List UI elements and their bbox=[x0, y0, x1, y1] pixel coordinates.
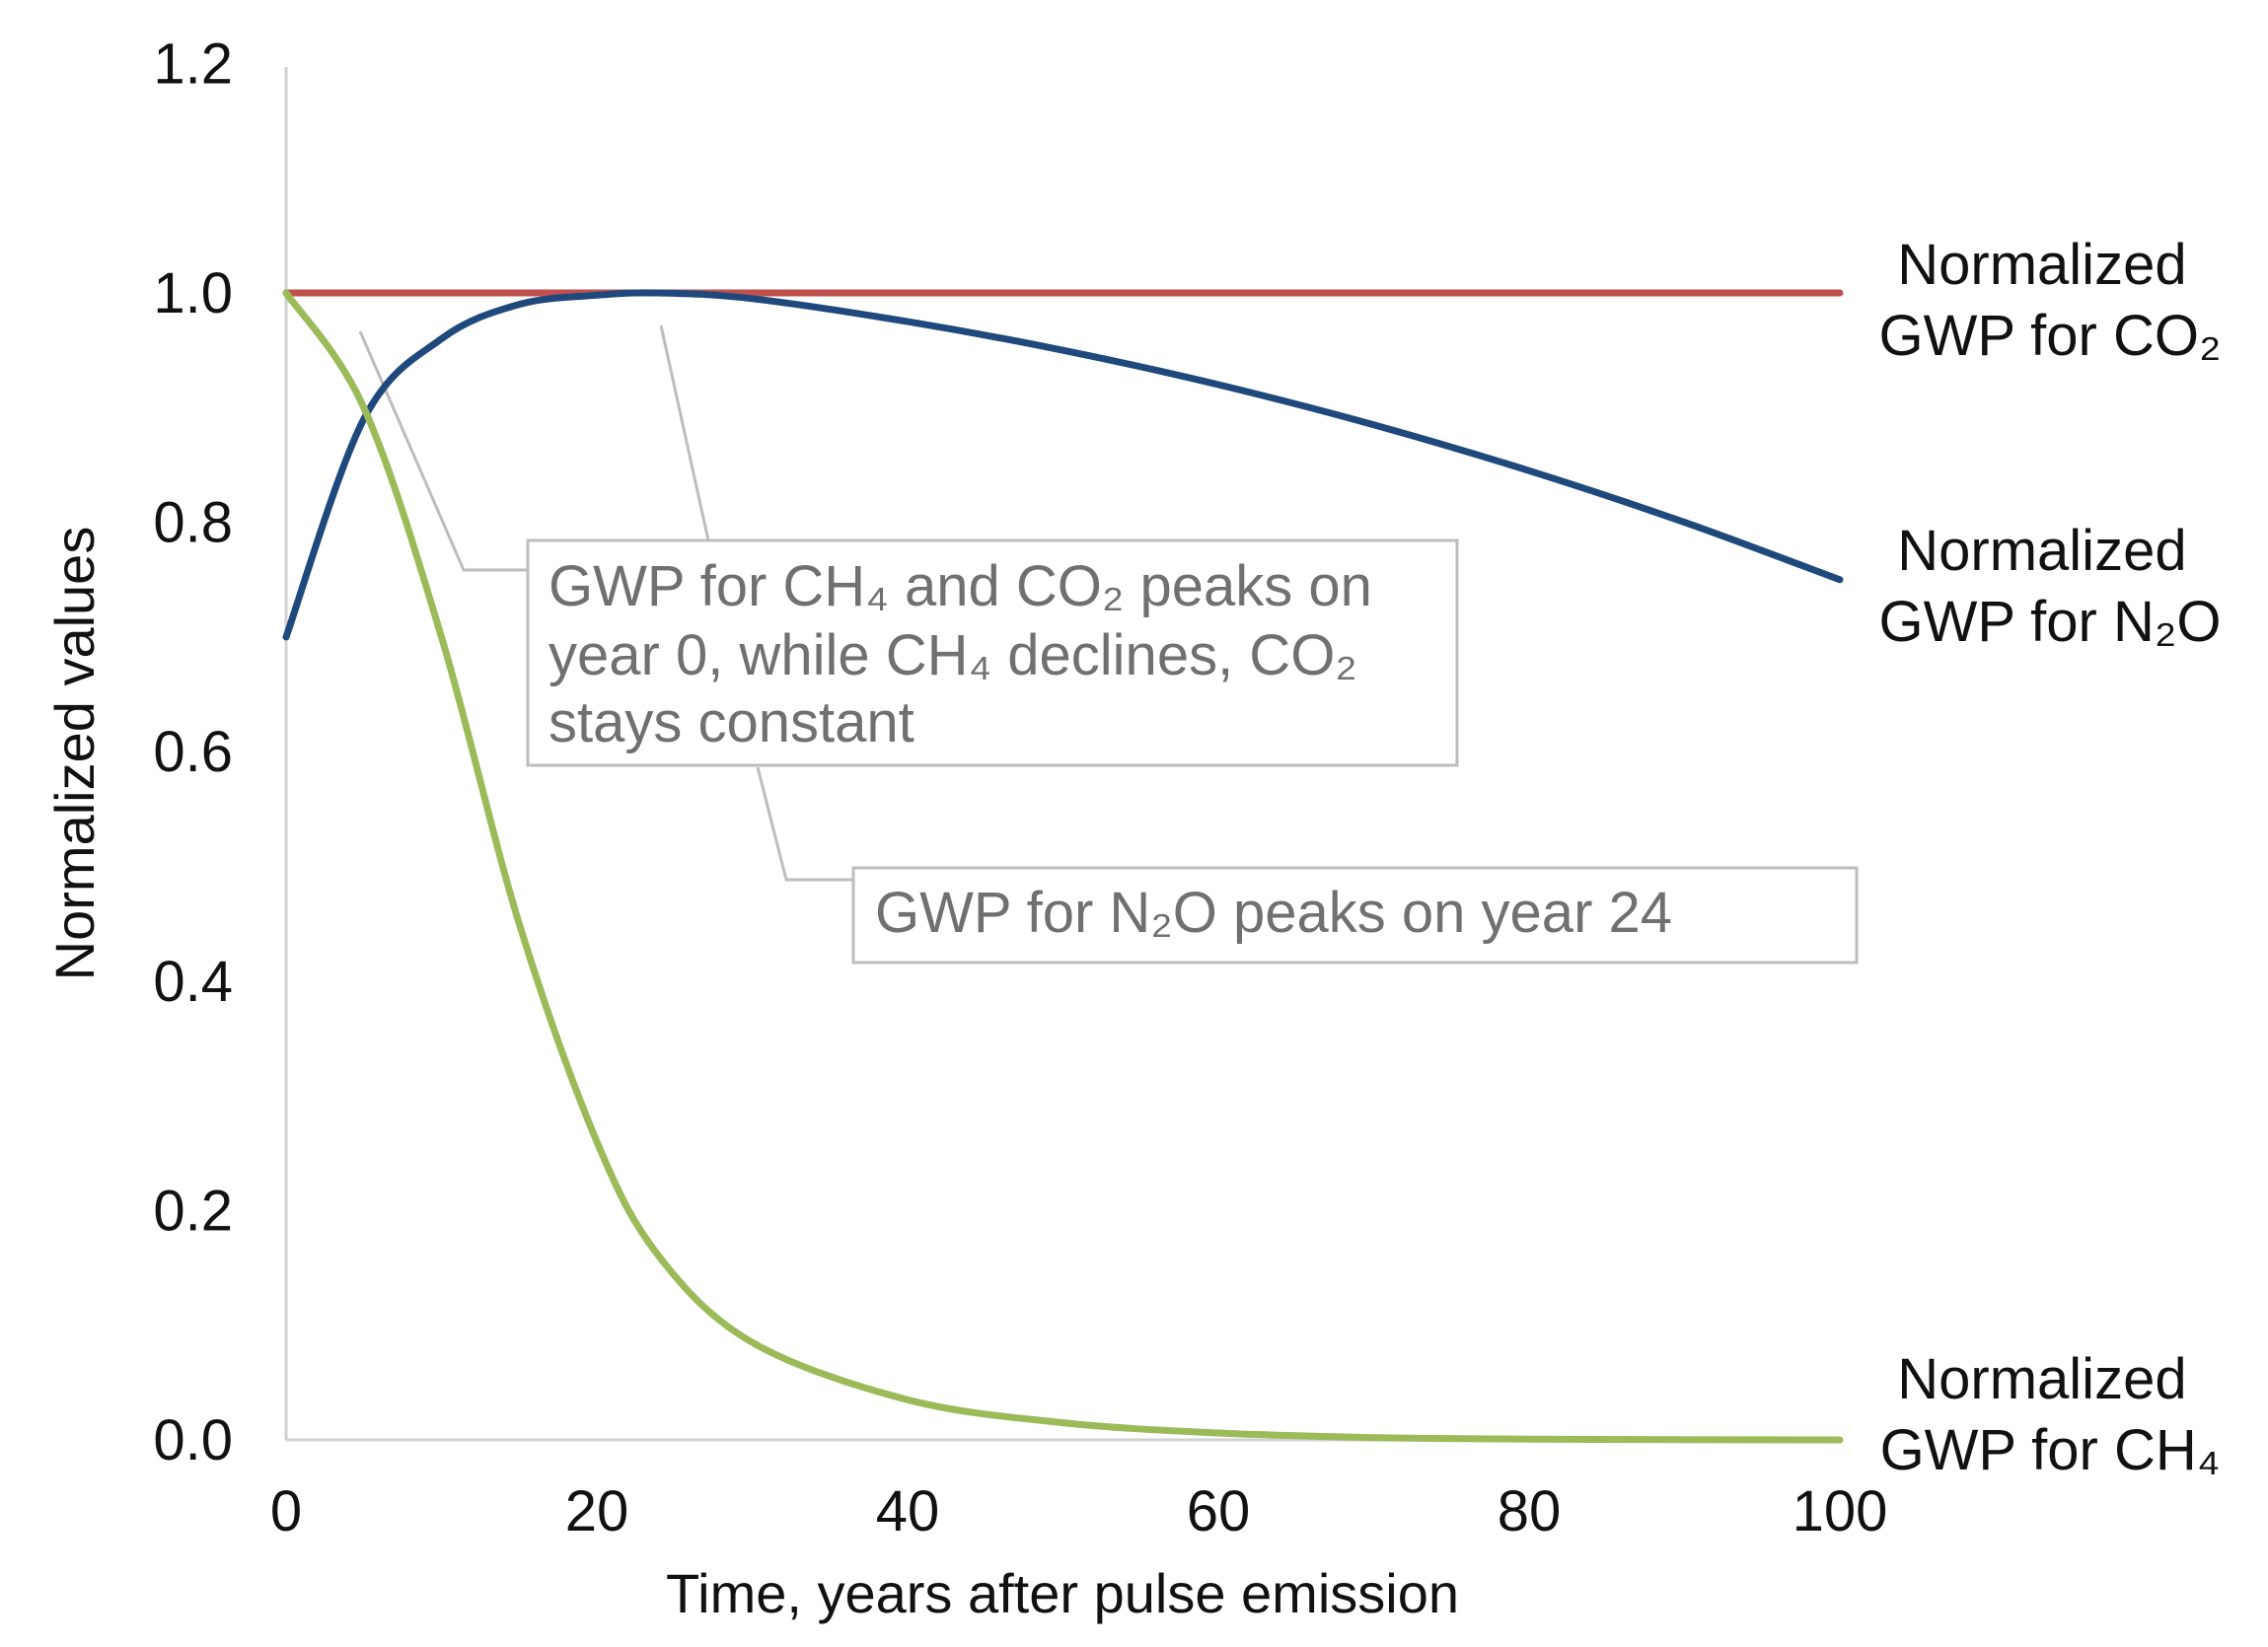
callout-1-text: GWP for CH₄ and CO₂ peaks on year 0, whi… bbox=[549, 554, 1388, 754]
y-tick-label: 0.6 bbox=[153, 720, 233, 784]
n2o-series-label: Normalized GWP for N₂O bbox=[1879, 519, 2222, 654]
ch4-label-line-1: Normalized bbox=[1897, 1347, 2186, 1411]
callout-2-leader bbox=[756, 766, 853, 882]
x-tick-label: 40 bbox=[876, 1479, 940, 1543]
y-tick-labels: 0.0 0.2 0.4 0.6 0.8 1.0 1.2 bbox=[153, 32, 233, 1472]
callouts: GWP for CH₄ and CO₂ peaks on year 0, whi… bbox=[358, 324, 1859, 965]
callout-1-leader-b bbox=[659, 324, 710, 541]
n2o-series-line bbox=[282, 289, 1844, 641]
x-tick-labels: 0 20 40 60 80 100 bbox=[270, 1479, 1888, 1543]
callout-1-line-2: year 0, while CH₄ declines, CO₂ bbox=[549, 623, 1357, 687]
y-tick-label: 1.2 bbox=[153, 32, 233, 96]
ch4-series-label: Normalized GWP for CH₄ bbox=[1880, 1347, 2221, 1482]
y-tick-label: 0.4 bbox=[153, 950, 233, 1014]
callout-1-line-3: stays constant bbox=[549, 690, 915, 754]
n2o-label-line-1: Normalized bbox=[1897, 519, 2186, 583]
callout-2-text: GWP for N₂O peaks on year 24 bbox=[875, 881, 1672, 945]
y-tick-label: 0.0 bbox=[153, 1408, 233, 1472]
x-tick-label: 20 bbox=[565, 1479, 629, 1543]
callout-1-leader-a bbox=[358, 330, 528, 572]
n2o-label-line-2: GWP for N₂O bbox=[1879, 590, 2222, 654]
y-tick-label: 1.0 bbox=[153, 261, 233, 325]
x-tick-label: 0 bbox=[270, 1479, 302, 1543]
series-labels: Normalized GWP for CO₂ Normalized GWP fo… bbox=[1879, 233, 2222, 1482]
x-tick-label: 100 bbox=[1792, 1479, 1888, 1543]
co2-label-line-2: GWP for CO₂ bbox=[1879, 304, 2222, 368]
ch4-series-line bbox=[282, 289, 1844, 1444]
y-tick-label: 0.8 bbox=[153, 491, 233, 555]
callout-1-line-1: GWP for CH₄ and CO₂ peaks on bbox=[549, 554, 1372, 618]
y-axis-title: Normalized values bbox=[43, 527, 106, 981]
callout-1-box bbox=[526, 538, 1459, 767]
co2-series-label: Normalized GWP for CO₂ bbox=[1879, 233, 2222, 368]
x-tick-label: 60 bbox=[1187, 1479, 1251, 1543]
series-lines bbox=[282, 289, 1844, 1444]
x-axis-title: Time, years after pulse emission bbox=[666, 1562, 1459, 1624]
x-tick-label: 80 bbox=[1498, 1479, 1562, 1543]
y-tick-label: 0.2 bbox=[153, 1179, 233, 1243]
ch4-label-line-2: GWP for CH₄ bbox=[1880, 1418, 2221, 1482]
co2-label-line-1: Normalized bbox=[1897, 233, 2186, 297]
callout-2-box bbox=[851, 866, 1859, 965]
